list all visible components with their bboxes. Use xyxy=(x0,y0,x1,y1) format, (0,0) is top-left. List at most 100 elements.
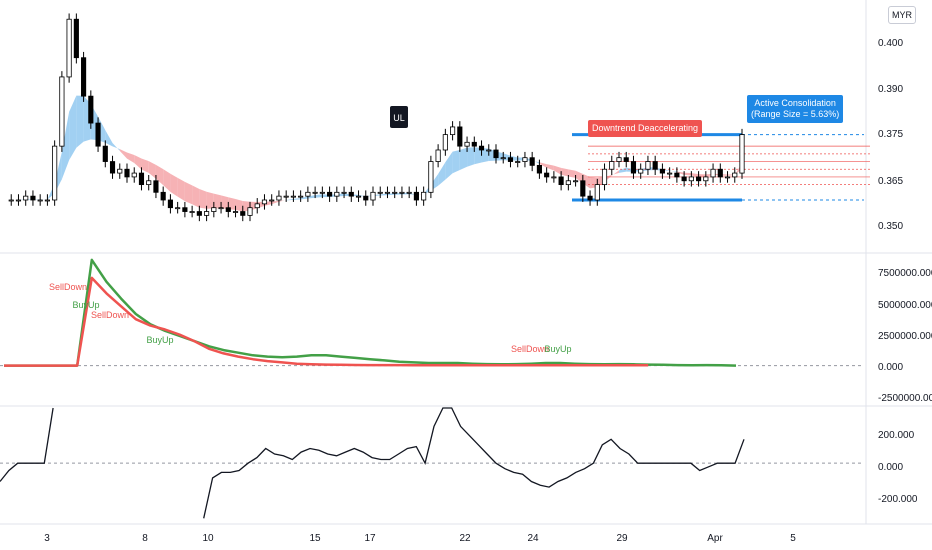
candle-body xyxy=(95,122,101,147)
currency-badge[interactable]: MYR xyxy=(888,6,916,24)
candle-body xyxy=(30,195,36,201)
candle-body xyxy=(565,180,571,186)
candle-body xyxy=(609,161,615,170)
candle-body xyxy=(696,176,702,182)
price-tick-label: 0.375 xyxy=(878,129,903,140)
candle-body xyxy=(232,211,239,213)
osc-tick-label: -200.000 xyxy=(878,494,918,505)
candle-body xyxy=(717,168,723,178)
candle-body xyxy=(739,134,745,174)
candle-body xyxy=(616,157,622,162)
candle-body xyxy=(283,195,289,198)
candle-body xyxy=(124,168,130,178)
candle-body xyxy=(507,157,514,162)
band-segment xyxy=(69,95,77,161)
flow-tick-label: 0.000 xyxy=(878,362,903,373)
band-segment xyxy=(61,111,70,180)
band-segment xyxy=(119,149,127,159)
candle-body xyxy=(204,211,210,216)
consolidation-title: Active Consolidation xyxy=(754,98,836,108)
candle-body xyxy=(471,141,477,147)
band-segment xyxy=(438,162,446,186)
candle-body xyxy=(645,161,651,170)
candle-body xyxy=(363,195,369,201)
candle-body xyxy=(73,18,79,59)
candle-body xyxy=(160,191,166,201)
candle-body xyxy=(254,203,260,209)
candle-body xyxy=(225,207,231,212)
band-segment xyxy=(134,154,142,170)
candle-body xyxy=(558,176,564,186)
candle-body xyxy=(211,207,217,212)
consolidation-label: Active Consolidation (Range Size = 5.63%… xyxy=(747,95,844,123)
candles[interactable] xyxy=(8,13,745,222)
candle-body xyxy=(428,161,434,193)
price-tick-label: 0.350 xyxy=(878,221,903,232)
candle-body xyxy=(269,199,275,202)
candle-body xyxy=(522,157,528,162)
candle-body xyxy=(435,149,441,162)
candle-body xyxy=(290,195,296,198)
candle-body xyxy=(587,195,593,201)
candle-body xyxy=(630,161,637,174)
buyup-signal: BuyUp xyxy=(544,344,571,354)
candle-body xyxy=(623,157,629,162)
band-segment xyxy=(553,165,562,175)
selldown-signal: SellDown xyxy=(511,344,549,354)
selldown-signal: SellDown xyxy=(49,282,87,292)
candle-body xyxy=(44,199,50,202)
candle-body xyxy=(334,191,340,197)
band-segment xyxy=(315,194,323,198)
ul-label: UL xyxy=(393,113,405,123)
candle-body xyxy=(732,172,738,178)
selldown-signal: SellDown xyxy=(91,310,129,320)
candle-body xyxy=(377,191,383,194)
oscillator-line xyxy=(0,407,745,519)
band-segment xyxy=(307,195,316,199)
candle-body xyxy=(464,141,470,147)
candle-body xyxy=(399,191,405,194)
candle-body xyxy=(638,168,644,174)
band-segment xyxy=(568,169,576,178)
candle-body xyxy=(175,207,181,210)
candle-body xyxy=(450,126,456,136)
band-segment xyxy=(452,149,460,174)
downtrend-label: Downtrend Deaccelerating xyxy=(588,120,703,137)
red-flow-line xyxy=(4,276,649,367)
date-tick-label: 15 xyxy=(309,533,321,544)
band-segment xyxy=(380,193,388,196)
band-segment xyxy=(481,148,489,163)
candle-body xyxy=(312,191,318,194)
candle-body xyxy=(117,168,123,174)
band-segment xyxy=(676,171,685,175)
price-tick-label: 0.390 xyxy=(878,84,903,95)
candle-body xyxy=(601,168,608,186)
band-segment xyxy=(112,142,120,151)
band-segment xyxy=(105,130,113,147)
consolidation-range: (Range Size = 5.63%) xyxy=(751,109,840,119)
candle-body xyxy=(681,176,687,182)
band-segment xyxy=(148,161,156,179)
candle-body xyxy=(348,191,354,197)
flow-tick-label: 2500000.000 xyxy=(878,331,932,342)
axes: 0.400 0.390 0.375 0.365 0.350 7500000.000 5000… xyxy=(44,38,932,544)
candle-body xyxy=(674,172,680,178)
band-segment xyxy=(141,158,149,173)
candle-body xyxy=(457,126,463,147)
date-tick-label: 24 xyxy=(527,533,539,544)
candle-body xyxy=(478,145,485,151)
candle-body xyxy=(189,211,195,213)
candle-body xyxy=(421,191,427,201)
candle-body xyxy=(580,180,586,197)
candle-body xyxy=(724,176,731,179)
date-tick-label: 8 xyxy=(142,533,148,544)
candle-body xyxy=(703,176,709,182)
band-segment xyxy=(619,167,627,173)
date-tick-label: 29 xyxy=(616,533,628,544)
candle-body xyxy=(146,180,152,186)
flow-tick-label: 7500000.000 xyxy=(878,268,932,279)
band-segment xyxy=(228,197,236,210)
band-segment xyxy=(546,164,554,171)
band-segment xyxy=(459,147,468,171)
